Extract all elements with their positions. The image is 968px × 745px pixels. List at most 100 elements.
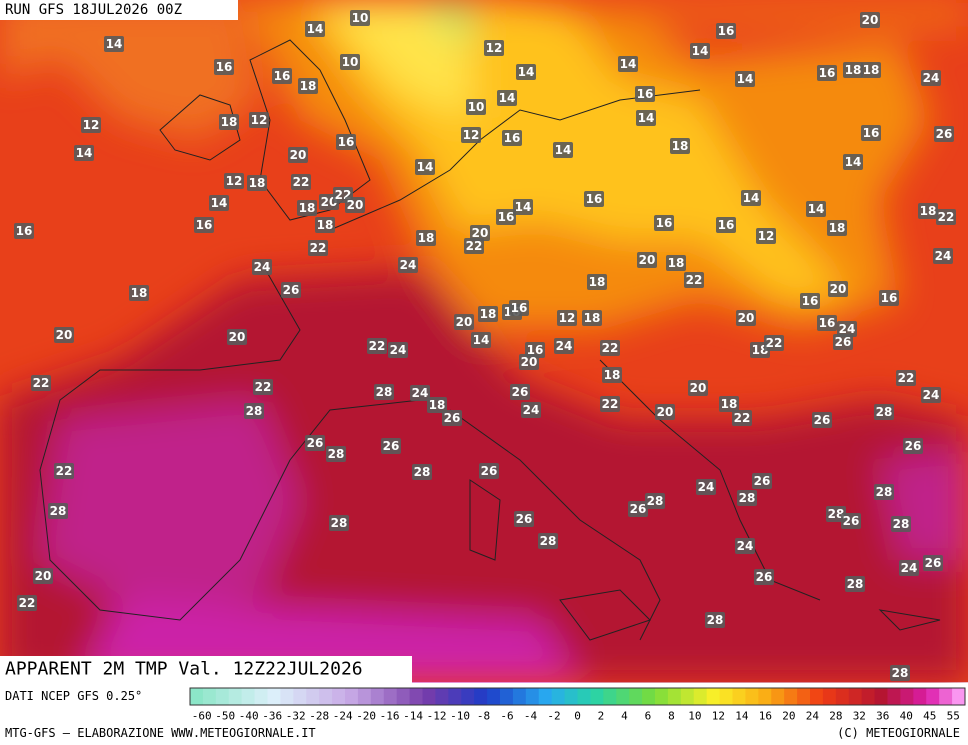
- scale-swatch: [577, 688, 591, 705]
- temperature-label: 12: [758, 229, 775, 243]
- coastlines: [39, 39, 941, 641]
- label-box: [690, 43, 710, 59]
- label-box: [497, 90, 517, 106]
- scale-label: 10: [688, 710, 701, 723]
- temperature-label: 20: [639, 253, 656, 267]
- temperature-label: 20: [862, 13, 879, 27]
- scale-swatch: [422, 688, 436, 705]
- temperature-label: 28: [246, 404, 263, 418]
- label-box: [936, 209, 956, 225]
- label-box: [367, 338, 387, 354]
- temperature-label: 20: [657, 405, 674, 419]
- scale-swatch: [758, 688, 772, 705]
- label-box: [464, 238, 484, 254]
- label-box: [903, 438, 923, 454]
- scale-swatch: [241, 688, 256, 705]
- temperature-label: 28: [647, 494, 664, 508]
- temperature-label: 12: [559, 311, 576, 325]
- label-box: [812, 412, 832, 428]
- label-box: [861, 62, 881, 78]
- scale-swatch: [474, 688, 488, 705]
- label-box: [600, 340, 620, 356]
- scale-swatch: [874, 688, 888, 705]
- scale-swatch: [215, 688, 230, 705]
- temperature-label: 20: [229, 330, 246, 344]
- scale-swatch: [835, 688, 850, 705]
- temperature-label: 14: [692, 44, 709, 58]
- label-box: [837, 321, 857, 337]
- label-box: [454, 314, 474, 330]
- temperature-label: 24: [935, 249, 952, 263]
- label-box: [514, 511, 534, 527]
- label-box: [336, 134, 356, 150]
- temperature-label: 10: [468, 100, 485, 114]
- label-box: [553, 142, 573, 158]
- label-box: [684, 272, 704, 288]
- label-box: [918, 203, 938, 219]
- label-box: [298, 78, 318, 94]
- temperature-label: 14: [473, 333, 490, 347]
- scale-swatch: [603, 688, 617, 705]
- temperature-label: 14: [515, 200, 532, 214]
- color-scale: -60 -50 -40 -36 -32 -28 -24 -20 -16 -14 -12 -10 -8 -6…: [189, 687, 966, 723]
- temperature-label: 24: [412, 386, 429, 400]
- temperature-label: 18: [299, 201, 316, 215]
- temperature-label: 20: [521, 355, 538, 369]
- scale-swatch: [810, 688, 824, 705]
- temperature-label: 26: [925, 556, 942, 570]
- scale-swatch: [900, 688, 914, 705]
- label-box: [860, 12, 880, 28]
- temperature-label: 26: [814, 413, 831, 427]
- label-box: [315, 217, 335, 233]
- scale-frame: [189, 687, 966, 706]
- label-box: [600, 396, 620, 412]
- label-box: [374, 384, 394, 400]
- temperature-label: 14: [211, 196, 228, 210]
- temperature-label: 22: [898, 371, 915, 385]
- label-box: [754, 569, 774, 585]
- temperature-label: 20: [472, 226, 489, 240]
- temperature-label: 28: [828, 507, 845, 521]
- scale-swatch: [861, 688, 876, 705]
- scale-swatch: [448, 688, 462, 705]
- scale-swatch: [435, 688, 449, 705]
- scale-label: 14: [735, 710, 749, 723]
- scale-label: -32: [286, 710, 306, 723]
- scale-swatch: [190, 688, 204, 705]
- scale-label: 20: [782, 710, 795, 723]
- label-box: [129, 285, 149, 301]
- scale-label: -14: [403, 710, 423, 723]
- label-box: [843, 62, 863, 78]
- label-box: [470, 225, 490, 241]
- temperature-label: 24: [698, 480, 715, 494]
- scale-swatch: [745, 688, 759, 705]
- temperature-label: 28: [50, 504, 67, 518]
- label-box: [756, 228, 776, 244]
- temperature-label: 12: [83, 118, 100, 132]
- scale-swatch: [306, 688, 320, 705]
- temperature-label: 18: [604, 368, 621, 382]
- label-box: [398, 257, 418, 273]
- temperature-label: 16: [527, 343, 544, 357]
- label-box: [249, 112, 269, 128]
- temperature-label: 18: [429, 398, 446, 412]
- label-box: [219, 114, 239, 130]
- scale-label: 2: [598, 710, 605, 723]
- temperature-label: 20: [35, 569, 52, 583]
- temperature-label: 20: [347, 198, 364, 212]
- scale-swatch: [551, 688, 566, 705]
- scale-swatch: [655, 688, 669, 705]
- copyright-label: (C) METEOGIORNALE: [837, 726, 960, 740]
- temperature-label: 28: [739, 491, 756, 505]
- label-box: [666, 255, 686, 271]
- label-box: [381, 438, 401, 454]
- temperature-label: 26: [754, 474, 771, 488]
- scale-swatch: [538, 688, 553, 705]
- temperature-label: 26: [283, 283, 300, 297]
- temperature-label: 14: [499, 91, 516, 105]
- temperature-label: 22: [293, 175, 310, 189]
- temperature-label: 12: [463, 128, 480, 142]
- label-box: [741, 190, 761, 206]
- temperature-label: 24: [923, 71, 940, 85]
